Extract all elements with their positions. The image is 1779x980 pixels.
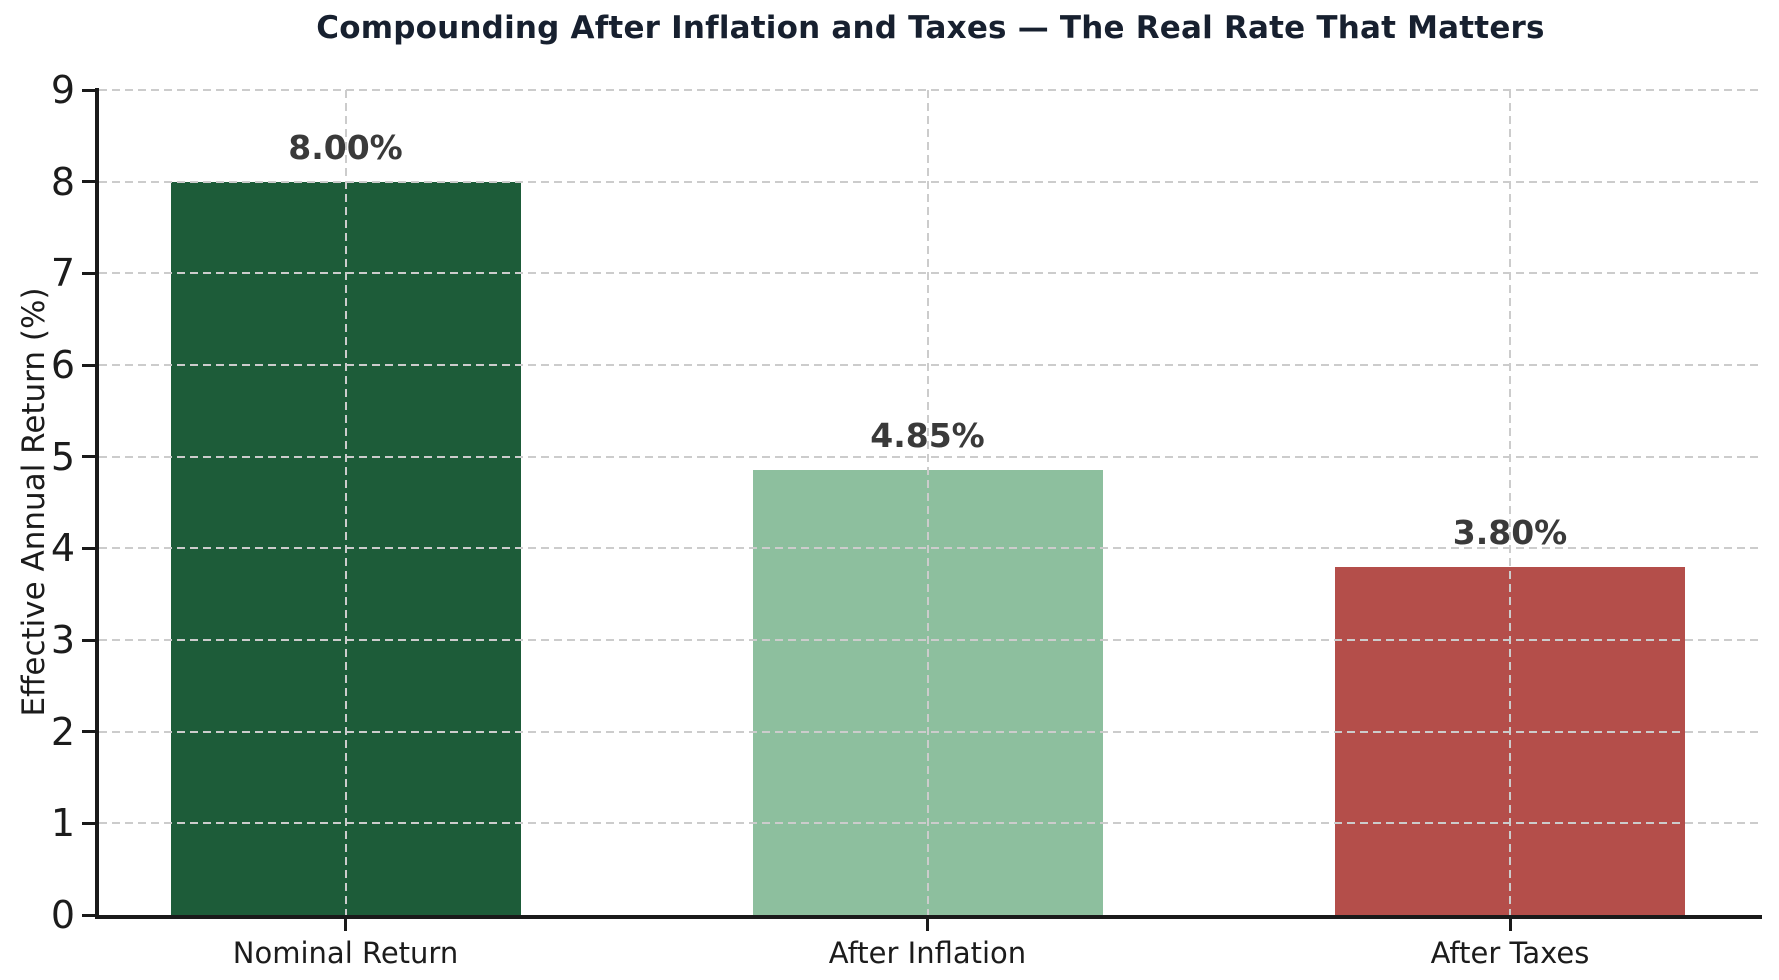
gridline-y-6 [99,364,1762,366]
y-tick-5 [82,455,95,459]
y-tick-label-5: 5 [50,434,75,479]
y-tick-4 [82,546,95,550]
y-axis-spine [95,88,99,919]
y-tick-2 [82,730,95,734]
y-tick-label-1: 1 [50,801,75,846]
gridline-y-1 [99,822,1762,825]
y-tick-label-4: 4 [50,526,75,571]
y-tick-8 [82,180,95,184]
x-tick-label-after-taxes: After Taxes [1430,936,1590,970]
gridline-x-after-taxes [1509,90,1511,915]
y-tick-7 [82,271,95,275]
y-tick-label-2: 2 [50,709,75,754]
bar-value-label-after-inflation: 4.85% [870,416,985,456]
y-tick-0 [82,913,95,917]
y-tick-label-7: 7 [50,251,75,296]
x-tick-after-inflation [926,919,929,931]
bar-value-label-after-taxes: 3.80% [1452,512,1568,552]
y-tick-label-8: 8 [50,159,75,204]
x-tick-nominal-return [344,919,347,931]
gridline-x-nominal-return [344,90,347,915]
x-axis-spine [95,915,1762,919]
gridline-y-3 [99,639,1762,641]
y-tick-label-9: 9 [50,68,75,112]
y-tick-9 [82,88,95,92]
bar-value-label-nominal-return: 8.00% [288,127,403,167]
gridline-y-9 [99,89,1762,91]
gridline-y-4 [99,547,1762,550]
x-tick-after-taxes [1508,919,1512,931]
gridline-y-8 [99,180,1762,183]
y-tick-1 [82,821,95,825]
gridline-y-2 [99,730,1762,733]
x-tick-label-nominal-return: Nominal Return [232,936,459,970]
y-tick-label-3: 3 [50,618,75,662]
gridline-y-7 [99,272,1762,275]
y-tick-label-0: 0 [50,893,75,937]
y-tick-label-6: 6 [50,343,75,387]
gridline-x-after-inflation [926,90,929,915]
x-tick-label-after-inflation: After Inflation [828,936,1027,970]
y-tick-6 [82,363,95,367]
gridline-y-5 [99,455,1762,458]
y-tick-3 [82,638,95,642]
chart-title: Compounding After Inflation and Taxes — … [316,10,1545,46]
